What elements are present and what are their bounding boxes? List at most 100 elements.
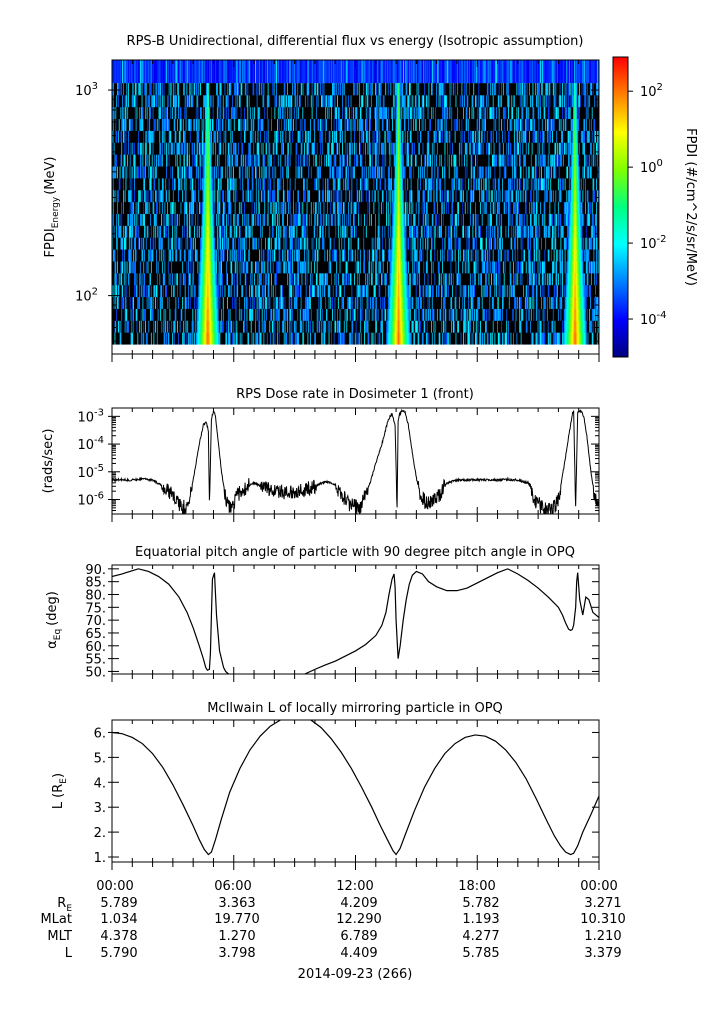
spectrogram-cell [150,237,152,250]
spectrogram-cell [139,154,141,167]
spectrogram-cell [115,166,117,179]
spectrogram-cell [125,178,127,191]
spectrogram-cell [117,261,119,274]
spectrogram-cell [114,225,116,238]
spectrogram-cell [178,225,181,238]
spectrogram-cell [145,284,147,298]
spectrogram-cell [132,130,134,143]
spectrogram-cell [143,237,145,250]
spectrogram-cell [118,130,121,143]
spectrogram-cell [112,237,114,250]
spectrogram-cell [147,273,149,286]
spectrogram-cell [128,284,130,298]
spectrogram-cell [147,130,149,143]
spectrogram-cell [154,237,156,250]
spectrogram-cell [137,308,139,321]
spectrogram-cell [145,178,148,191]
spectrogram-cell [116,166,118,179]
spectrogram-cell [120,308,122,321]
spectrogram-cell [117,320,119,333]
spectrogram-cell [143,261,145,274]
spectrogram-cell [119,154,121,167]
spectrogram-cell [177,106,179,120]
spectrogram-cell [128,332,131,345]
spectrogram-cell [122,95,124,108]
spectrogram-cell [157,296,159,309]
spectrogram-cell [131,213,133,226]
spectrogram-cell [130,106,132,120]
spectrogram-cell [181,213,183,226]
spectrogram-cell [148,95,150,108]
spectrogram-cell [139,261,141,274]
spectrogram-cell [134,261,137,274]
spectrogram-cell [140,261,143,274]
spectrogram-cell [115,201,117,215]
spectrogram-cell [172,273,175,286]
spectrogram-cell [116,284,118,298]
spectrogram-cell [134,178,137,191]
spectrogram-cell [117,332,119,345]
spectrogram-cell [153,60,155,84]
spectrogram-cell [128,296,130,309]
spectrogram-cell [128,118,131,131]
spectrogram-cell [129,83,132,96]
spectrogram-cell [155,320,157,333]
spectrogram-cell [114,332,116,345]
spectrogram-cell [145,178,147,191]
spectrogram-cell [161,142,163,155]
spectrogram-cell [167,83,170,96]
spectrogram-cell [121,118,123,131]
spectrogram-cell [175,320,177,333]
spectrogram-cell [163,201,165,215]
spectrogram-cell [170,213,172,226]
spectrogram-cell [180,213,182,226]
spectrogram-cell [134,60,137,84]
spectrogram-cell [145,83,147,96]
spectrogram-cell [179,237,181,250]
spectrogram-cell [132,142,134,155]
spectrogram-cell [161,332,163,345]
spectrogram-cell [170,261,172,274]
spectrogram-cell [120,106,122,120]
spectrogram-cell [157,83,159,96]
spectrogram-cell [176,237,178,250]
spectrogram-cell [164,261,166,274]
spectrogram-cell [155,142,157,155]
spectrogram-cell [130,332,132,345]
spectrogram-cell [157,237,159,250]
spectrogram-cell [135,296,137,309]
spectrogram-cell [182,332,184,345]
spectrogram-cell [163,60,165,84]
spectrogram-cell [177,130,179,143]
spectrogram-cell [142,332,144,345]
spectrogram-cell [114,95,116,108]
spectrogram-cell [120,189,122,203]
spectrogram-cell [123,320,126,333]
spectrogram-cell [171,308,173,321]
spectrogram-cell [117,189,120,203]
spectrogram-cell [139,118,141,131]
spectrogram-cell [116,106,118,120]
spectrogram-cell [167,201,169,215]
spectrogram-cell [182,166,184,179]
spectrogram-cell [119,296,121,309]
spectrogram-cell [178,60,181,84]
spectrogram-cell [129,189,132,203]
spectrogram-cell [118,261,121,274]
spectrogram-cell [134,166,136,179]
spectrogram-cell [172,166,175,179]
spectrogram-cell [155,178,157,191]
spectrogram-cell [139,296,142,309]
spectrogram-cell [121,284,123,298]
spectrogram-cell [145,249,148,262]
spectrogram-cell [178,296,180,309]
spectrogram-cell [116,154,118,167]
spectrogram-cell [112,225,115,238]
spectrogram-cell [123,130,126,143]
spectrogram-cell [123,106,126,120]
spectrogram-cell [138,178,140,191]
spectrogram-cell [158,83,160,96]
spectrogram-cell [148,142,150,155]
spectrogram-cell [139,166,142,179]
spectrogram-cell [146,130,148,143]
